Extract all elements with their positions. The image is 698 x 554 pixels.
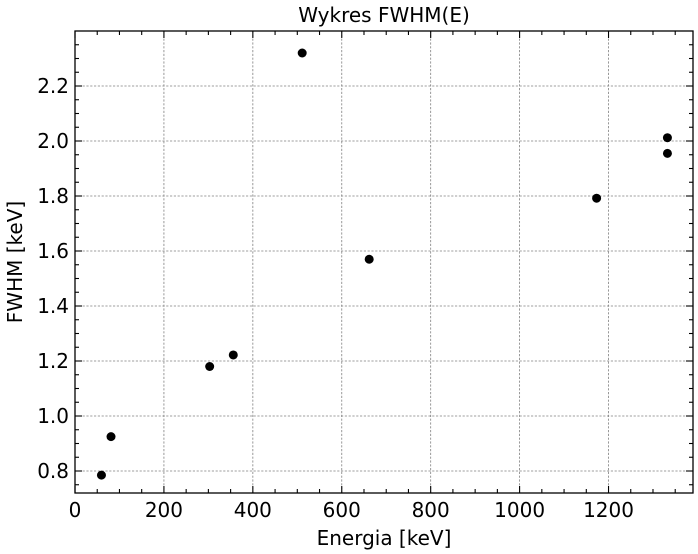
x-tick-label: 0: [69, 498, 82, 522]
data-point: [205, 362, 215, 371]
x-tick-label: 1200: [583, 498, 634, 522]
x-axis-label: Energia [keV]: [317, 526, 452, 550]
data-point: [96, 470, 106, 480]
y-tick-label: 1.8: [37, 184, 69, 208]
x-tick-label: 800: [412, 498, 450, 522]
y-axis-label: FWHM [keV]: [3, 201, 27, 323]
y-tick-label: 1.4: [37, 294, 69, 318]
y-tick-label: 1.2: [37, 349, 69, 373]
chart-title: Wykres FWHM(E): [298, 3, 470, 27]
data-point: [106, 432, 116, 442]
axis-ticks: [74, 31, 693, 493]
data-point: [592, 193, 602, 203]
y-tick-label: 1.6: [37, 239, 69, 263]
x-tick-label: 400: [234, 498, 272, 522]
data-points: [96, 48, 672, 480]
data-point: [228, 350, 238, 360]
data-point: [297, 48, 307, 58]
data-point: [364, 254, 374, 264]
grid-lines: [74, 31, 693, 493]
data-point: [662, 133, 672, 143]
y-tick-labels: 0.8 1.0 1.2 1.4 1.6 1.8 2.0 2.2: [37, 74, 69, 483]
x-tick-label: 1000: [494, 498, 545, 522]
x-tick-labels: 0 200 400 600 800 1000 1200: [69, 498, 634, 522]
y-tick-label: 2.0: [37, 129, 69, 153]
y-tick-label: 2.2: [37, 74, 69, 98]
x-tick-label: 600: [323, 498, 361, 522]
x-tick-label: 200: [145, 498, 183, 522]
plot-frame: [74, 30, 694, 494]
data-point: [662, 148, 672, 158]
y-tick-label: 0.8: [37, 459, 69, 483]
y-tick-label: 1.0: [37, 404, 69, 428]
